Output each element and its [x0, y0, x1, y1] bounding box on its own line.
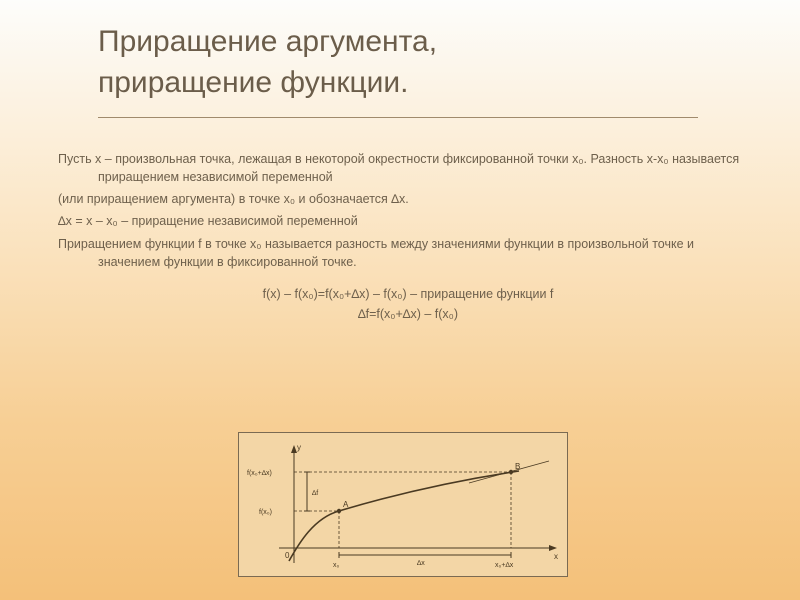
formula-1: f(х) – f(х₀)=f(х₀+∆х) – f(х₀) – приращен… [58, 285, 758, 303]
label-x0: x₀ [333, 562, 340, 569]
label-x-axis: x [554, 552, 558, 561]
paragraph-2: (или приращением аргумента) в точке х₀ и… [58, 190, 758, 208]
paragraph-3: ∆х = х – х₀ – приращение независимой пер… [58, 212, 758, 230]
point-a [337, 509, 341, 513]
label-point-b: B [515, 462, 520, 471]
label-point-a: A [343, 500, 349, 509]
label-x0dx: x₀+∆x [495, 562, 514, 569]
title-line-2: приращение функции. [98, 66, 409, 99]
label-delta-x: ∆x [417, 560, 425, 567]
title-rule [98, 117, 698, 118]
label-fx0: f(x₀) [259, 509, 272, 516]
label-delta-f: ∆f [312, 490, 318, 497]
increment-graph: y x 0 f(x₀) f(x₀+∆x) A B x₀ x₀+∆x ∆f ∆x [238, 432, 568, 577]
formula-2: ∆f=f(х₀+∆х) – f(х₀) [58, 305, 758, 323]
title-block: Приращение аргумента, приращение функции… [98, 22, 718, 118]
label-fx0dx: f(x₀+∆x) [247, 470, 272, 477]
graph-svg: y x 0 f(x₀) f(x₀+∆x) A B x₀ x₀+∆x ∆f ∆x [239, 433, 567, 576]
paragraph-4: Приращением функции f в точке х₀ называе… [58, 235, 758, 271]
label-y-axis: y [297, 443, 301, 452]
formula-block: f(х) – f(х₀)=f(х₀+∆х) – f(х₀) – приращен… [58, 285, 758, 323]
label-origin: 0 [285, 551, 290, 560]
title-line-1: Приращение аргумента, [98, 25, 437, 58]
slide-title: Приращение аргумента, приращение функции… [98, 22, 718, 103]
paragraph-1: Пусть х – произвольная точка, лежащая в … [58, 150, 758, 186]
point-b [509, 470, 513, 474]
x-axis-arrow [549, 545, 557, 551]
body-text: Пусть х – произвольная точка, лежащая в … [58, 150, 758, 325]
slide: Приращение аргумента, приращение функции… [0, 0, 800, 600]
